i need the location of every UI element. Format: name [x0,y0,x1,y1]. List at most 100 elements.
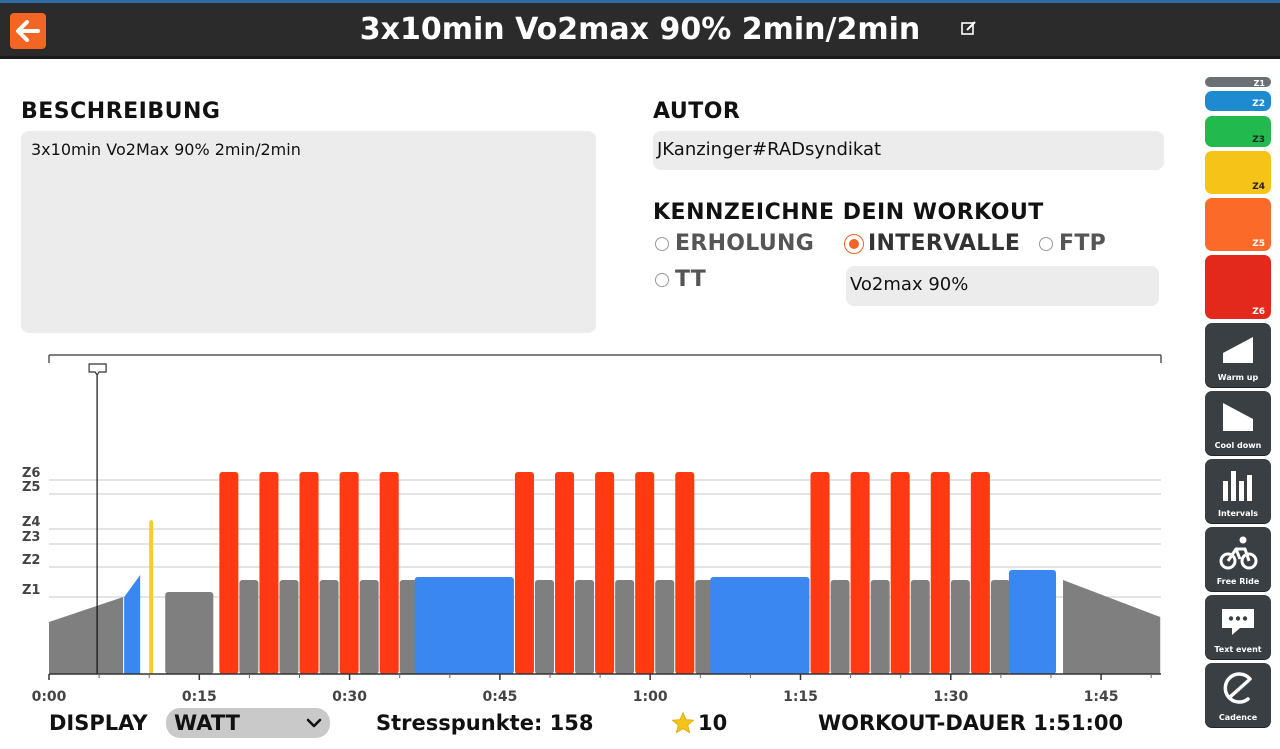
display-unit-select[interactable]: WATT [166,708,330,738]
intervals-tool[interactable]: Intervals [1205,459,1271,523]
display-label: DISPLAY [49,711,148,735]
warm-up-tool[interactable]: Warm up [1205,323,1271,387]
radio-label: INTERVALLE [868,231,1021,256]
radio-ftp[interactable]: FTP [1039,231,1106,256]
workout-segment-interval-on[interactable] [850,472,870,674]
tag-heading: KENNZEICHNE DEIN WORKOUT [653,200,1044,225]
radio-circle[interactable] [655,236,669,251]
xp-reward: 10 [671,708,727,738]
tool-label: Warm up [1217,373,1259,382]
stress-points: Stresspunkte: 158 [376,711,594,735]
workout-segment-interval-on[interactable] [890,472,910,674]
workout-segment-interval-on[interactable] [514,472,534,674]
workout-segment-interval-off[interactable] [695,580,715,674]
cyclist-icon [1219,536,1258,570]
workout-segment-interval-on[interactable] [930,472,950,674]
workout-segment-interval-on[interactable] [810,472,830,674]
workout-segment-interval-off[interactable] [910,580,930,674]
zone-block-z2[interactable]: Z2 [1205,91,1271,111]
workout-segments[interactable] [49,472,1161,674]
workout-segment-steady[interactable] [710,577,810,674]
workout-segment-interval-on[interactable] [219,472,239,674]
footer-bar: DISPLAY WATT Stresspunkte: 158 10 WORKOU… [0,708,1180,740]
workout-segment-interval-off[interactable] [279,580,299,674]
zone-label: Z2 [1252,99,1265,109]
cadence-icon [1223,672,1252,704]
zone-block-z3[interactable]: Z3 [1205,116,1271,147]
workout-segment-interval-off[interactable] [870,580,890,674]
zone-block-z4[interactable]: Z4 [1205,151,1271,194]
cool-down-icon [1223,403,1253,431]
workout-segment-ramp[interactable] [124,575,141,674]
workout-segment-interval-off[interactable] [655,580,675,674]
edit-icon[interactable] [961,20,977,36]
workout-segment-steady[interactable] [165,592,214,674]
x-tick-label: 0:00 [32,689,67,705]
radio-circle[interactable] [1039,236,1053,251]
zone-block-z1[interactable]: Z1 [1205,77,1271,88]
author-field[interactable]: JKanzinger#RADsyndikat [653,131,1164,170]
description-heading: BESCHREIBUNG [21,99,221,124]
radio-erholung[interactable]: ERHOLUNG [655,231,814,256]
workout-segment-interval-on[interactable] [970,472,990,674]
tool-label: Cadence [1218,713,1258,722]
zone-label: Z5 [1252,239,1265,249]
x-tick-label: 1:15 [783,689,818,705]
workout-segment-steady[interactable] [149,520,154,674]
workout-segment-interval-off[interactable] [239,580,259,674]
workout-segment-interval-on[interactable] [635,472,655,674]
title-bar: 3x10min Vo2max 90% 2min/2min [0,0,1280,59]
custom-tag-value: Vo2max 90% [850,274,969,295]
radio-intervalle[interactable]: INTERVALLE [844,231,1020,256]
zone-label: Z3 [1252,135,1265,145]
workout-segment-interval-off[interactable] [534,580,555,674]
x-axis-ticks: 0:00 0:15 0:30 0:45 1:00 1:15 1:30 1:45 [32,674,1152,705]
workout-segment-interval-on[interactable] [555,472,575,674]
radio-tt[interactable]: TT [655,267,706,292]
free-ride-tool[interactable]: Free Ride [1205,527,1271,591]
workout-segment-steady[interactable] [414,577,514,674]
xp-value: 10 [698,711,728,735]
cool-down-tool[interactable]: Cool down [1205,391,1271,455]
workout-segment-interval-on[interactable] [675,472,695,674]
description-textarea[interactable]: 3x10min Vo2Max 90% 2min/2min [21,131,596,333]
workout-segment-interval-off[interactable] [830,580,850,674]
radio-circle[interactable] [655,272,669,287]
x-tick-label: 1:00 [633,689,668,705]
workout-segment-interval-off[interactable] [950,580,970,674]
workout-segment-interval-on[interactable] [259,472,279,674]
workout-segment-interval-off[interactable] [575,580,595,674]
workout-segment-interval-on[interactable] [339,472,359,674]
back-button[interactable] [10,13,46,49]
workout-title[interactable]: 3x10min Vo2max 90% 2min/2min [359,12,921,47]
workout-segment-ramp[interactable] [1063,580,1161,674]
x-tick-label: 1:30 [933,689,968,705]
cadence-tool[interactable]: Cadence [1205,663,1271,727]
workout-segment-steady[interactable] [1008,570,1057,674]
workout-segment-interval-off[interactable] [399,580,419,674]
zone-block-z6[interactable]: Z6 [1205,255,1271,319]
x-tick-label: 0:45 [482,689,517,705]
intervals-icon [1223,471,1252,501]
workout-segment-interval-on[interactable] [379,472,399,674]
zone-axis-label: Z5 [22,480,40,495]
workout-segment-ramp[interactable] [49,597,124,674]
workout-segment-interval-on[interactable] [595,472,615,674]
workout-segment-interval-off[interactable] [319,580,339,674]
star-icon [671,711,695,734]
workout-segment-interval-off[interactable] [615,580,635,674]
zone-block-z5[interactable]: Z5 [1205,198,1271,251]
speech-bubble-icon [1222,609,1254,635]
radio-circle-selected[interactable] [844,233,864,254]
custom-tag-field[interactable]: Vo2max 90% [846,266,1159,306]
x-tick-label: 0:30 [332,689,367,705]
workout-segment-interval-off[interactable] [990,580,1010,674]
zone-axis-label: Z2 [22,553,40,568]
text-event-tool[interactable]: Text event [1205,595,1271,659]
description-text: 3x10min Vo2Max 90% 2min/2min [31,140,301,159]
workout-segment-interval-off[interactable] [359,580,379,674]
playhead-cursor[interactable] [88,363,107,674]
workout-segment-interval-on[interactable] [299,472,319,674]
x-tick-label: 1:45 [1084,689,1119,705]
